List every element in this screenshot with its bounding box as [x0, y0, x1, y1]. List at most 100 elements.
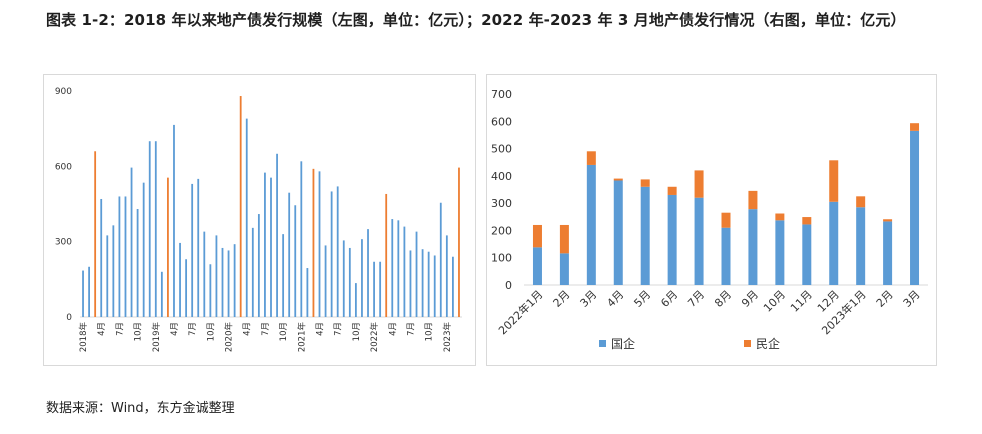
left-bar-2023年: [445, 235, 448, 317]
left-x-tick-label: 10月: [279, 322, 289, 341]
left-bar-2月: [233, 244, 236, 317]
left-bar-2018年: [82, 270, 84, 317]
right-bar-国企-3月: [910, 130, 920, 285]
right-bar-民企-3月: [586, 151, 596, 165]
left-x-tick-label: 7月: [334, 322, 344, 336]
left-bar-9月: [130, 167, 133, 317]
left-bar-11月: [288, 192, 291, 317]
left-bar-10月: [136, 209, 139, 317]
left-bar-7月: [118, 196, 121, 317]
left-bar-8月: [415, 231, 418, 317]
left-bar-11月: [142, 182, 145, 317]
right-x-tick-label: 3月: [578, 288, 600, 310]
left-bar-7月: [191, 183, 194, 317]
left-bar-4月: [173, 124, 175, 318]
right-bar-民企-8月: [721, 212, 731, 228]
left-x-tick-label: 7月: [115, 322, 125, 336]
left-bar-2月: [379, 261, 382, 317]
right-y-tick-label: 400: [491, 170, 512, 183]
left-bar-4月: [245, 118, 248, 317]
left-bar-11月: [433, 255, 436, 317]
right-bar-国企-10月: [775, 220, 785, 285]
left-bar-10月: [282, 234, 285, 317]
legend-swatch-民企: [744, 340, 751, 347]
right-x-tick-label: 10月: [761, 288, 788, 315]
left-x-tick-label: 2021年: [296, 322, 307, 353]
right-bar-国企-8月: [721, 227, 731, 285]
left-y-tick-label: 600: [55, 162, 72, 172]
left-bar-chart: 0 300 600 900 2018年 4月 7月 10月 2019年 4月 7月 10月 2020年 4…: [55, 87, 462, 353]
right-bar-民企-7月: [694, 170, 704, 198]
left-x-tick-label: 10月: [134, 322, 144, 341]
left-bar-3月: [94, 151, 97, 317]
left-x-tick-label: 2022年: [369, 322, 380, 353]
left-bar-9月: [348, 247, 351, 317]
right-y-tick-label: 0: [505, 279, 512, 292]
left-bar-12月: [221, 247, 224, 317]
left-x-tick-label: 2019年: [151, 322, 162, 353]
right-y-tick-label: 500: [491, 143, 512, 156]
right-bar-民企-2023年1月: [856, 196, 866, 208]
left-bar-6月: [257, 214, 260, 317]
right-bar-国企-4月: [613, 180, 623, 285]
left-bar-7月: [264, 172, 266, 317]
left-bar-6月: [403, 226, 406, 317]
left-bar-2月: [160, 271, 163, 317]
right-bar-国企-2月: [883, 221, 893, 285]
left-x-tick-label: 2020年: [224, 322, 235, 353]
right-bar-民企-2月: [559, 224, 569, 254]
left-x-tick-label: 4月: [243, 322, 253, 336]
right-bar-民企-4月: [613, 178, 623, 181]
left-x-tick-label: 7月: [261, 322, 271, 336]
right-x-tick-label: 2月: [551, 288, 573, 310]
right-y-tick-label: 700: [491, 88, 512, 101]
left-bar-3月: [458, 167, 460, 317]
right-bar-国企-2月: [559, 253, 569, 285]
left-y-tick-label: 0: [66, 313, 72, 323]
figure-title: 图表 1-2：2018 年以来地产债发行规模（左图，单位：亿元）；2022 年-…: [46, 11, 906, 29]
left-bar-4月: [318, 171, 321, 317]
left-bar-8月: [342, 240, 345, 317]
left-bar-9月: [421, 249, 424, 317]
right-y-tick-label: 600: [491, 115, 512, 128]
left-x-tick-label: 10月: [352, 322, 362, 341]
left-x-tick-label: 10月: [206, 322, 216, 341]
left-x-tick-label: 4月: [97, 322, 107, 336]
right-bar-民企-3月: [910, 123, 920, 131]
right-bar-国企-12月: [829, 201, 839, 285]
left-bar-6月: [330, 191, 333, 317]
left-bar-3月: [167, 177, 169, 317]
right-bar-国企-5月: [640, 186, 650, 285]
left-y-tick-label: 900: [55, 87, 72, 97]
left-chart-panel: 0 300 600 900 2018年 4月 7月 10月 2019年 4月 7月 10月 2020年 4…: [43, 74, 476, 366]
left-bar-2019年: [154, 141, 157, 317]
left-bar-12月: [439, 202, 442, 317]
left-bar-9月: [203, 231, 206, 317]
left-x-tick-label: 2023年: [442, 322, 453, 353]
left-bar-7月: [336, 186, 339, 317]
left-bar-12月: [294, 205, 297, 317]
right-x-tick-label: 11月: [788, 288, 815, 315]
right-x-tick-label: 8月: [712, 288, 734, 310]
right-x-tick-label: 3月: [901, 288, 923, 310]
right-bar-国企-3月: [586, 164, 596, 285]
left-bar-2020年: [227, 250, 230, 317]
left-bar-2022年: [373, 261, 375, 317]
right-bar-国企-2023年1月: [856, 207, 866, 285]
data-source-note: 数据来源：Wind，东方金诚整理: [46, 401, 235, 416]
left-bar-6月: [185, 259, 188, 317]
left-bar-3月: [385, 193, 388, 317]
right-x-tick-label: 4月: [604, 288, 626, 310]
right-bar-民企-2022年1月: [532, 224, 542, 248]
right-bar-国企-2022年1月: [532, 247, 542, 285]
left-bar-12月: [148, 141, 151, 317]
right-bar-民企-12月: [829, 160, 839, 202]
left-bar-10月: [427, 251, 430, 317]
left-bar-11月: [215, 235, 218, 317]
left-x-tick-label: 4月: [170, 322, 180, 336]
left-bar-10月: [354, 283, 357, 317]
left-bar-7月: [409, 250, 412, 317]
right-x-tick-label: 5月: [631, 288, 653, 310]
right-y-tick-label: 200: [491, 224, 512, 237]
